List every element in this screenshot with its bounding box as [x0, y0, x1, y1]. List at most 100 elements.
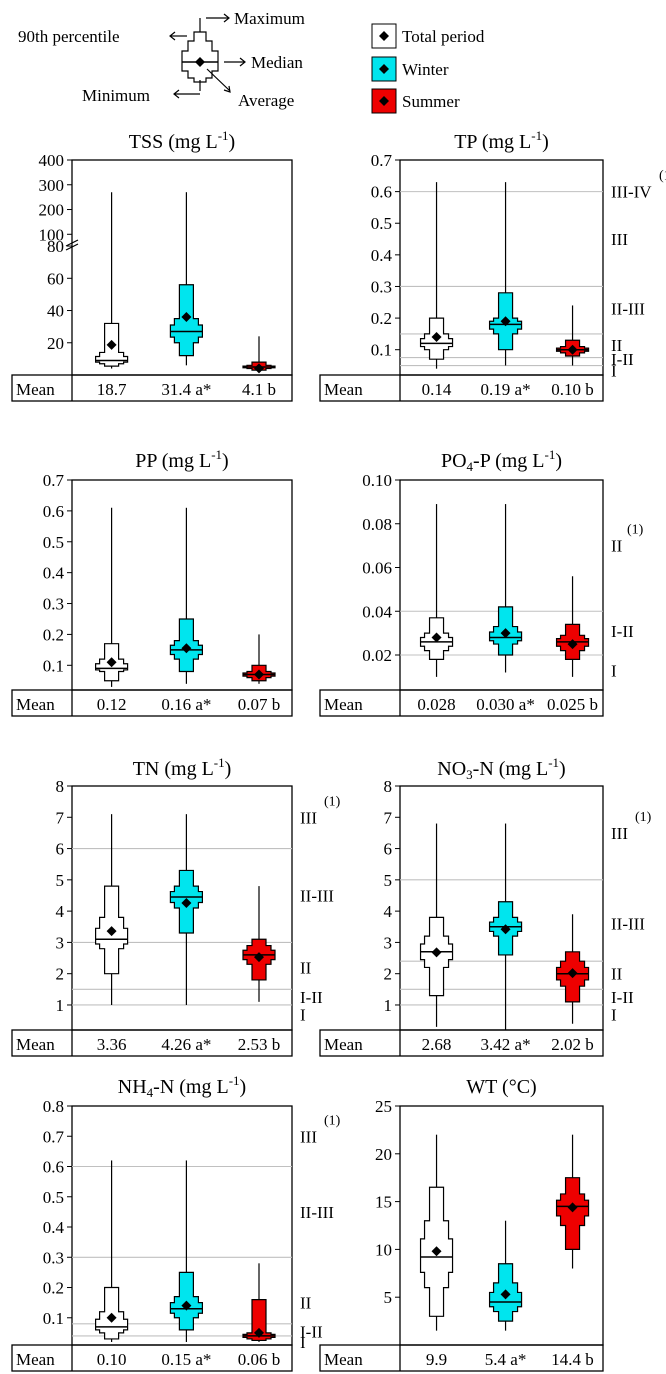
title-superscript: -1 [545, 447, 556, 462]
panel-title: TN (mg L-1) [133, 755, 232, 780]
box-body [555, 1177, 590, 1250]
mean-row-frame [11, 689, 293, 717]
y-tick-label: 0.2 [371, 309, 392, 328]
title-text: ) [240, 1076, 247, 1098]
box-winter [488, 504, 523, 673]
y-tick-label: 0.6 [43, 1158, 64, 1177]
mean-value: 2.02 b [551, 1035, 594, 1054]
panel-title: NH4-N (mg L-1) [118, 1073, 246, 1100]
title-text: WT (°C) [466, 1076, 536, 1098]
mean-value: 0.025 b [547, 695, 598, 714]
legend-diagram: 90th percentile Maximum Median Minimum A… [18, 9, 305, 110]
legend-min-text: Minimum [82, 86, 150, 105]
y-tick-label: 0.7 [43, 1127, 65, 1146]
class-footnote: (1) [659, 169, 666, 184]
panel-title: TP (mg L-1) [454, 128, 549, 153]
legend-median-text: Median [251, 53, 303, 72]
box-total [419, 823, 454, 1027]
class-label: III-IV [611, 183, 652, 202]
y-tick-label: 15 [375, 1193, 392, 1212]
title-text: ) [555, 450, 562, 472]
mean-value: 3.42 a* [481, 1035, 531, 1054]
average-marker [500, 924, 511, 935]
mean-row: Mean 18.7 31.4 a* 4.1 b [11, 374, 293, 402]
legend-winter-swatch [371, 56, 397, 82]
mean-label: Mean [16, 695, 55, 714]
mean-label: Mean [324, 380, 363, 399]
panel-nh4n: NH4-N (mg L-1) 0.1 0.2 0.3 0.4 0.5 0.6 0.7 0.8 Me… [11, 1073, 341, 1372]
box-total [95, 192, 129, 369]
average-marker [254, 669, 264, 680]
y-tick-label: 4 [384, 902, 393, 921]
class-footnote: (1) [627, 523, 644, 538]
mean-row-frame [319, 374, 604, 402]
title-text: ) [225, 758, 232, 780]
mean-value: 0.030 a* [476, 695, 535, 714]
title-text: -P (mg L [473, 450, 544, 472]
y-tick-label: 0.5 [43, 533, 64, 552]
box-total [419, 182, 454, 369]
average-marker [567, 1202, 578, 1213]
box-summer [555, 576, 590, 677]
title-text: -N (mg L [153, 1076, 229, 1098]
legend-diagram-box [181, 18, 219, 91]
average-marker [254, 952, 264, 963]
legend-p90-label: 90th percentile [18, 27, 120, 46]
legend-median-label: Median [251, 53, 303, 72]
y-tick-label: 2 [56, 965, 65, 984]
y-tick-label: 0.06 [362, 559, 392, 578]
class-label: II [611, 537, 623, 556]
class-label: II-III [611, 300, 645, 319]
y-tick-label: 0.08 [362, 515, 392, 534]
legend-summer-label: Summer [402, 92, 460, 111]
class-label: I [300, 1005, 306, 1024]
panel-title: WT (°C) [466, 1076, 536, 1098]
title-text: PP (mg L [135, 450, 211, 472]
class-label: II [611, 336, 623, 355]
title-text: TSS (mg L [129, 131, 218, 153]
y-tick-label: 0.1 [371, 341, 392, 360]
axis-break [65, 239, 79, 247]
legend-max-arrowhead [223, 13, 230, 23]
title-superscript: -1 [229, 1073, 240, 1088]
mean-value: 18.7 [97, 380, 127, 399]
y-tick-label: 300 [39, 176, 65, 195]
box-total [95, 507, 129, 687]
average-marker [567, 639, 578, 650]
mean-value: 2.68 [422, 1035, 452, 1054]
mean-row: Mean 2.68 3.42 a* 2.02 b [319, 1029, 604, 1057]
mean-value: 0.10 b [551, 380, 594, 399]
mean-row: Mean 0.14 0.19 a* 0.10 b [319, 374, 604, 402]
mean-value: 2.53 b [238, 1035, 281, 1054]
class-label: I [300, 1333, 306, 1352]
mean-value: 5.4 a* [485, 1350, 527, 1369]
class-footnote: (1) [324, 1113, 341, 1128]
legend-summer-text: Summer [402, 92, 460, 111]
panel-title: PO4-P (mg L-1) [441, 447, 562, 474]
title-text: TN (mg L [133, 758, 214, 780]
legend-avg-label: Average [238, 91, 294, 110]
y-tick-label: 6 [384, 840, 393, 859]
legend-series: Total period Winter Summer [371, 23, 485, 114]
box-total [419, 1134, 454, 1331]
average-marker [567, 344, 578, 355]
panel-tn: TN (mg L-1) 1 2 3 4 5 6 7 8 Mean 3.36 4.26 a* 2.53 b… [11, 755, 341, 1057]
legend-total-label: Total period [402, 27, 485, 46]
box-winter [488, 182, 523, 366]
box-winter [169, 507, 203, 684]
mean-row-frame [319, 1029, 604, 1057]
y-tick-label: 5 [384, 871, 393, 890]
mean-row: Mean 9.9 5.4 a* 14.4 b [319, 1344, 604, 1372]
mean-value: 0.06 b [238, 1350, 281, 1369]
title-superscript: -1 [214, 755, 225, 770]
mean-row-frame [319, 1344, 604, 1372]
mean-value: 4.1 b [242, 380, 276, 399]
y-tick-label: 80 [47, 237, 64, 256]
title-text: NH [118, 1076, 147, 1098]
mean-label: Mean [16, 1350, 55, 1369]
legend-avg-arrow [206, 68, 231, 92]
y-tick-label: 200 [39, 201, 65, 220]
average-marker [431, 332, 442, 343]
mean-value: 0.19 a* [481, 380, 531, 399]
